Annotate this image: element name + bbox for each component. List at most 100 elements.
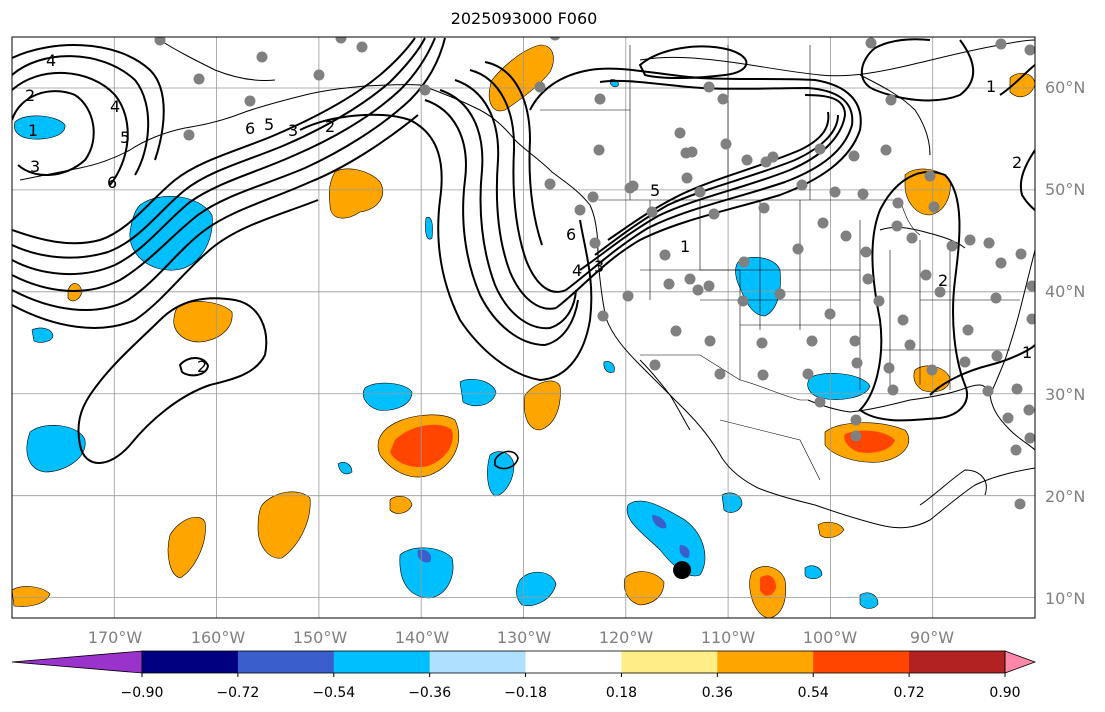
lon-label-90w: 90°W xyxy=(910,628,954,647)
station-dot xyxy=(1024,44,1035,56)
contour-line xyxy=(439,89,577,330)
lon-label-120w: 120°W xyxy=(599,628,654,647)
storm-position-marker xyxy=(673,561,692,580)
contour-line xyxy=(529,67,862,309)
station-dot xyxy=(703,280,715,292)
station-dot xyxy=(767,151,779,163)
station-dot xyxy=(990,292,1002,304)
blue-anomaly-region xyxy=(807,373,871,400)
us-mexico-border xyxy=(640,354,808,401)
station-dot xyxy=(796,179,808,191)
station-dot xyxy=(663,278,675,290)
orange-anomaly-region xyxy=(817,521,845,539)
contour-line xyxy=(1019,149,1035,211)
colorbar-segment xyxy=(813,651,910,673)
station-dot xyxy=(883,362,895,374)
mexico-state xyxy=(719,419,821,481)
station-dot xyxy=(587,191,599,203)
contour-label: 6 xyxy=(566,225,576,244)
lat-label-40n: 40°N xyxy=(1045,282,1085,301)
station-dot xyxy=(824,308,836,320)
contour-line xyxy=(12,72,129,186)
station-dot xyxy=(1026,313,1035,325)
colorbar-tick-label: −0.18 xyxy=(504,685,547,701)
station-dot xyxy=(758,202,770,214)
contour-line xyxy=(594,114,839,256)
station-dot xyxy=(154,37,166,46)
contour-line xyxy=(12,199,319,329)
station-dot xyxy=(928,201,940,213)
contour-label: 3 xyxy=(288,121,298,140)
blue-anomaly-region xyxy=(425,216,433,240)
contour-label: 3 xyxy=(594,257,604,276)
station-dot xyxy=(817,217,829,229)
station-dot xyxy=(959,356,971,368)
blue-anomaly-region xyxy=(31,327,54,343)
station-dot xyxy=(802,368,814,380)
station-dot xyxy=(356,41,368,53)
station-dot xyxy=(1014,498,1026,510)
blue-anomaly-region xyxy=(362,382,413,411)
station-dot xyxy=(594,93,606,105)
blue-anomaly-region xyxy=(26,425,86,473)
contour-line xyxy=(12,55,150,176)
colorbar-segment xyxy=(237,651,335,673)
contour-label: 6 xyxy=(107,173,117,192)
contour-line xyxy=(77,297,268,464)
station-dot xyxy=(593,144,605,156)
station-dot xyxy=(983,237,995,249)
state-borders xyxy=(540,45,1020,481)
station-dot xyxy=(183,129,195,141)
gulf-coast xyxy=(807,384,1035,451)
contour-line xyxy=(178,357,210,377)
station-dot xyxy=(982,385,994,397)
station-dot xyxy=(926,364,938,376)
station-dot xyxy=(244,95,256,107)
alaska-coast xyxy=(129,84,421,151)
station-dot xyxy=(534,81,546,93)
orange-anomaly-region xyxy=(173,301,233,343)
contour-label: 2 xyxy=(325,117,335,136)
lon-label-100w: 100°W xyxy=(803,628,858,647)
contour-line xyxy=(12,44,165,161)
station-dot xyxy=(897,314,909,326)
contour-label: 6 xyxy=(245,119,255,138)
colorbar-segment xyxy=(429,651,527,673)
contour-line xyxy=(454,79,557,310)
blue-anomaly-region xyxy=(679,545,690,558)
colorbar-tick-label: −0.54 xyxy=(312,685,355,701)
blue-anomaly-region xyxy=(129,195,213,271)
alaska-north xyxy=(159,39,276,81)
colorbar-min-extension xyxy=(11,650,143,674)
station-dot xyxy=(674,127,686,139)
contour-line xyxy=(12,90,95,177)
station-dot xyxy=(193,73,205,85)
station-dot xyxy=(964,234,976,246)
colorbar-tick-label: −0.90 xyxy=(121,685,164,701)
orange-anomaly-region xyxy=(12,586,51,607)
station-dot xyxy=(741,154,753,166)
blue-anomaly-region xyxy=(399,547,454,599)
colorbar-tick-label: 0.90 xyxy=(989,685,1020,701)
aleutians xyxy=(19,149,131,181)
station-dot xyxy=(1024,432,1035,444)
station-dot xyxy=(659,249,671,261)
lon-label-170w: 170°W xyxy=(88,628,143,647)
contour-line xyxy=(12,114,419,311)
orange-anomaly-region xyxy=(167,516,206,579)
contour-label: 1 xyxy=(680,237,690,256)
hudson-bay xyxy=(859,74,931,156)
station-dot xyxy=(829,186,841,198)
station-dot xyxy=(904,339,916,351)
contour-label: 2 xyxy=(938,271,948,290)
colorbar-tick-label: −0.72 xyxy=(216,685,259,701)
colorbar-tick-label: −0.36 xyxy=(408,685,451,701)
lat-label-30n: 30°N xyxy=(1045,385,1085,404)
colorbar xyxy=(11,650,1037,674)
baja-california xyxy=(639,359,691,431)
station-dot xyxy=(670,325,682,337)
station-dot xyxy=(865,37,877,49)
station-dot xyxy=(708,208,720,220)
station-dot xyxy=(684,273,696,285)
colorbar-labels: −0.90 −0.72 −0.54 −0.36 −0.18 0.18 0.36 0.54 0.7… xyxy=(121,673,1021,701)
